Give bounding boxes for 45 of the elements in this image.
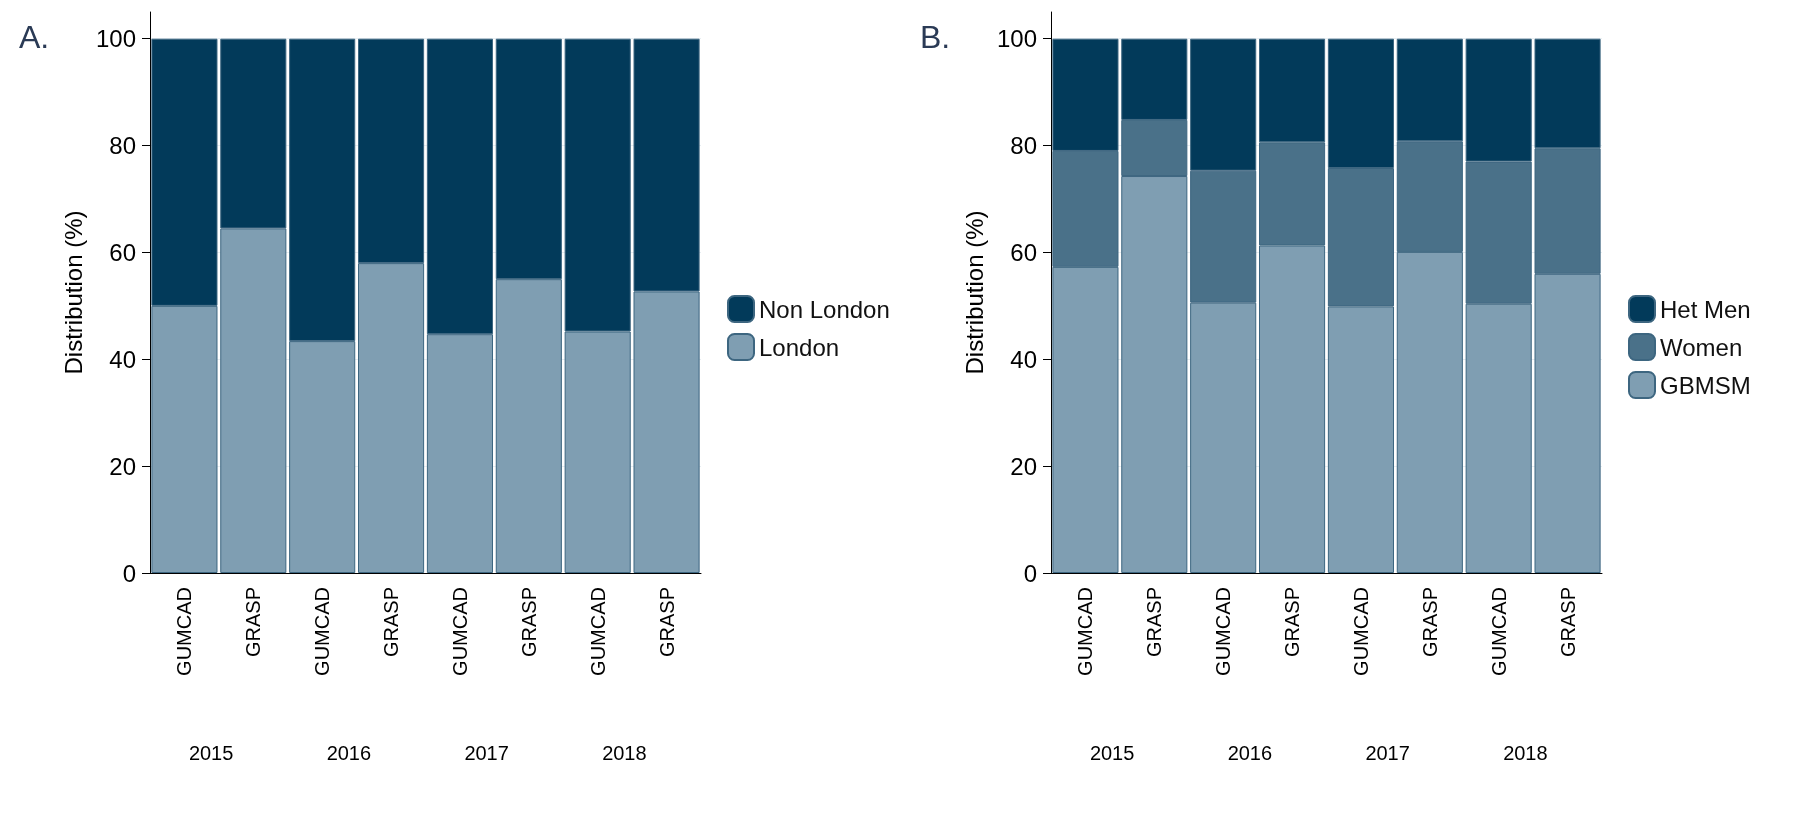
legend-label: London — [759, 333, 840, 361]
x-tick-label: GRASP — [655, 587, 678, 658]
x-tick-label: GRASP — [1281, 587, 1304, 658]
x-tick-label: GUMCAD — [448, 587, 471, 676]
y-tick-label: 60 — [109, 238, 136, 266]
chart-title: B. — [920, 19, 951, 55]
text: 2018 — [1503, 742, 1548, 764]
y-tick-label: 40 — [1010, 345, 1037, 373]
x-tick-label: GRASP — [1143, 587, 1166, 658]
x-tick-label: GRASP — [517, 587, 540, 658]
legend-label: Het Men — [1660, 295, 1751, 323]
x-tick-label: GUMCAD — [311, 587, 334, 676]
y-tick-label: 80 — [1010, 132, 1037, 160]
y-tick-label: 0 — [1023, 559, 1037, 587]
x-tick-label: GRASP — [380, 587, 403, 658]
y-tick-label: 20 — [109, 452, 136, 480]
y-axis-title: Distribution (%) — [960, 210, 988, 375]
x-tick-label: GUMCAD — [586, 587, 609, 676]
text: 2016 — [1227, 742, 1273, 764]
x-tick-label: GUMCAD — [1074, 587, 1097, 676]
text: 2015 — [1089, 742, 1135, 764]
y-axis-title: Distribution (%) — [59, 210, 87, 375]
x-tick-label: GRASP — [242, 587, 265, 658]
text: 2017 — [1365, 742, 1410, 764]
x-tick-label: GUMCAD — [1212, 587, 1235, 676]
y-tick-label: 60 — [1010, 238, 1037, 266]
x-tick-label: GUMCAD — [1487, 587, 1510, 676]
x-tick-label: GRASP — [1418, 587, 1441, 658]
y-tick-label: 20 — [1010, 452, 1037, 480]
y-tick-label: 80 — [109, 132, 136, 160]
y-tick-label: 40 — [109, 345, 136, 373]
text: 2017 — [464, 742, 509, 764]
y-tick-label: 100 — [95, 25, 136, 53]
y-tick-label: 0 — [122, 559, 136, 587]
legend-label: Non London — [759, 295, 890, 323]
legend-label: GBMSM — [1660, 371, 1751, 399]
x-tick-label: GUMCAD — [1349, 587, 1372, 676]
text: 2018 — [602, 742, 647, 764]
text: 2015 — [188, 742, 234, 764]
chart-title: A. — [19, 19, 50, 55]
legend-label: Women — [1660, 333, 1743, 361]
x-tick-label: GUMCAD — [173, 587, 196, 676]
text: 2016 — [326, 742, 372, 764]
y-tick-label: 100 — [996, 25, 1037, 53]
x-tick-label: GRASP — [1556, 587, 1579, 658]
